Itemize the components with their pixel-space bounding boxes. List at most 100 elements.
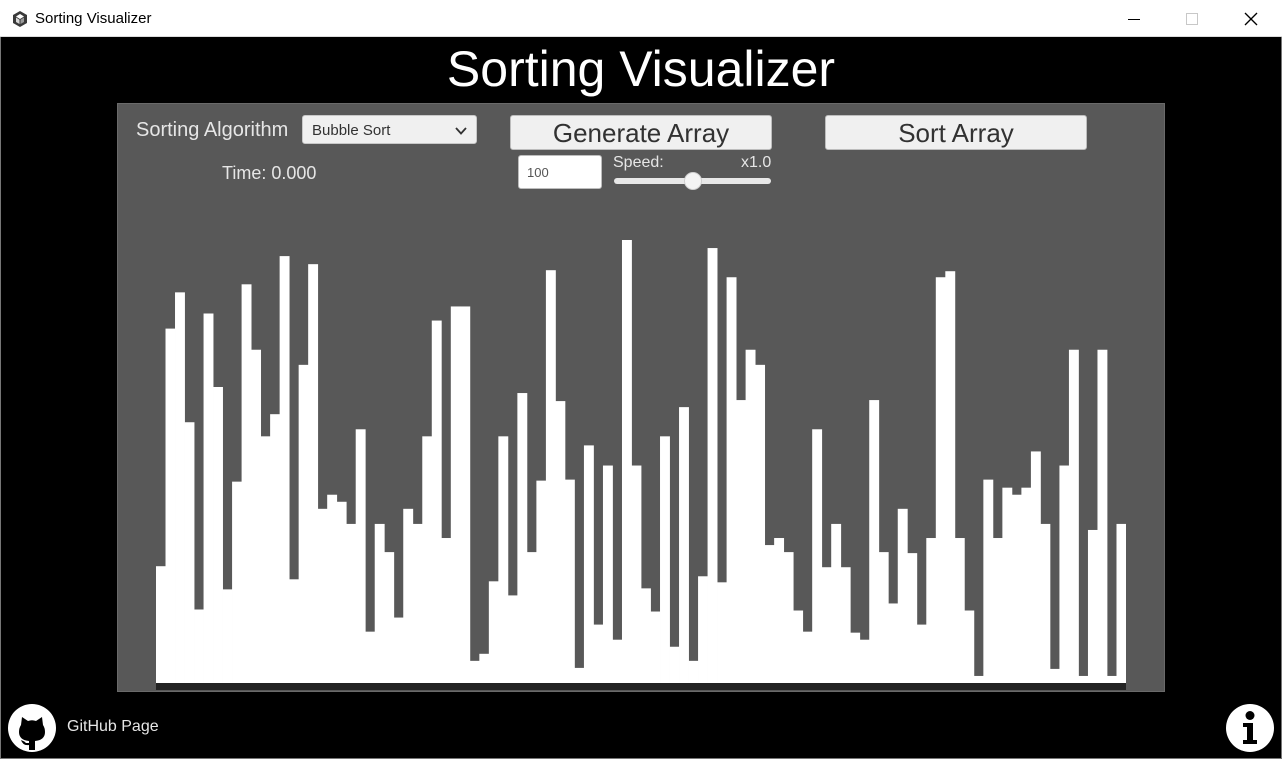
array-bar bbox=[736, 400, 747, 683]
algorithm-label: Sorting Algorithm bbox=[136, 119, 289, 141]
array-bar bbox=[897, 508, 908, 683]
array-bar bbox=[194, 609, 204, 683]
array-bar bbox=[679, 407, 689, 683]
array-bar bbox=[631, 465, 642, 683]
array-bar bbox=[1040, 523, 1051, 683]
minimize-button[interactable] bbox=[1105, 0, 1163, 37]
array-bar bbox=[840, 567, 851, 683]
array-bar bbox=[317, 508, 328, 683]
array-bar bbox=[793, 610, 804, 683]
array-bar bbox=[973, 675, 984, 683]
array-bar bbox=[1021, 487, 1032, 683]
array-bar bbox=[612, 639, 623, 683]
array-bar bbox=[517, 393, 528, 683]
array-bar bbox=[641, 588, 651, 683]
array-bar bbox=[327, 494, 338, 683]
unity-icon bbox=[13, 11, 27, 27]
array-bar bbox=[707, 248, 718, 684]
array-bar bbox=[745, 349, 756, 683]
array-bar bbox=[536, 480, 547, 683]
array-bar bbox=[1116, 523, 1126, 683]
array-bar bbox=[270, 414, 281, 683]
array-bar bbox=[175, 292, 185, 683]
array-bar bbox=[945, 271, 956, 683]
array-bar bbox=[1011, 494, 1022, 683]
array-bar bbox=[621, 240, 632, 683]
chevron-down-icon bbox=[455, 127, 467, 135]
array-bar bbox=[355, 429, 366, 683]
array-bar bbox=[1002, 487, 1013, 683]
array-bar bbox=[650, 611, 661, 683]
array-bar bbox=[1097, 349, 1108, 683]
info-icon[interactable] bbox=[1226, 704, 1274, 752]
array-bar bbox=[593, 624, 604, 683]
array-bar bbox=[374, 523, 385, 683]
array-bar bbox=[964, 610, 975, 683]
array-bar bbox=[460, 306, 471, 683]
array-bar bbox=[726, 277, 737, 683]
array-bar bbox=[251, 349, 262, 683]
array-bar bbox=[298, 364, 309, 683]
array-bar bbox=[583, 445, 594, 683]
array-bar bbox=[422, 436, 433, 683]
array-bar bbox=[412, 523, 423, 683]
time-label: Time: 0.000 bbox=[222, 163, 317, 183]
array-bar bbox=[821, 567, 832, 683]
array-bar bbox=[279, 256, 290, 683]
array-bar bbox=[450, 306, 461, 683]
array-bar bbox=[479, 653, 490, 683]
array-bar bbox=[1030, 451, 1041, 683]
minimize-icon bbox=[1128, 18, 1140, 20]
array-bar bbox=[555, 401, 566, 683]
array-bar bbox=[1106, 675, 1117, 683]
array-bar bbox=[203, 313, 214, 683]
array-bar bbox=[431, 320, 442, 683]
array-bar bbox=[831, 523, 842, 683]
github-page-link[interactable]: GitHub Page bbox=[67, 718, 159, 735]
array-bar bbox=[346, 523, 357, 683]
array-bar bbox=[403, 508, 414, 683]
array-bar bbox=[308, 264, 319, 683]
speed-slider-handle[interactable] bbox=[683, 172, 702, 190]
array-bar bbox=[232, 481, 242, 683]
array-bar bbox=[213, 387, 223, 683]
generate-array-button[interactable]: Generate Array bbox=[510, 115, 772, 150]
maximize-button[interactable] bbox=[1163, 0, 1221, 37]
array-bar bbox=[289, 579, 300, 683]
array-bar bbox=[1078, 675, 1089, 683]
array-bar bbox=[1049, 668, 1060, 683]
array-bar bbox=[526, 552, 537, 683]
array-bar bbox=[783, 552, 794, 683]
speed-multiplier: x1.0 bbox=[741, 154, 772, 171]
bars-baseline bbox=[156, 683, 1126, 690]
github-icon[interactable] bbox=[8, 704, 56, 752]
close-button[interactable] bbox=[1222, 0, 1280, 37]
array-size-input[interactable] bbox=[518, 155, 602, 189]
array-bar bbox=[916, 624, 927, 683]
array-bar bbox=[1059, 465, 1070, 683]
array-bar bbox=[184, 422, 195, 683]
array-bar bbox=[336, 501, 347, 683]
array-bar bbox=[755, 364, 766, 683]
algorithm-selected-value: Bubble Sort bbox=[312, 122, 391, 139]
array-bar bbox=[698, 576, 708, 683]
speed-label: Speed: bbox=[613, 154, 664, 171]
array-bar bbox=[564, 479, 575, 683]
array-bar bbox=[241, 284, 252, 683]
array-bar bbox=[365, 631, 376, 683]
sort-array-button[interactable]: Sort Array bbox=[825, 115, 1087, 150]
array-bar bbox=[1087, 529, 1098, 683]
array-bar bbox=[764, 545, 775, 683]
array-bar bbox=[774, 538, 785, 683]
array-bar bbox=[850, 632, 861, 683]
array-bar bbox=[888, 603, 899, 683]
algorithm-dropdown[interactable]: Bubble Sort bbox=[302, 115, 477, 144]
array-bar bbox=[660, 436, 670, 683]
array-bar bbox=[488, 581, 499, 683]
array-bar bbox=[859, 639, 870, 683]
array-bar bbox=[545, 270, 556, 683]
array-bar bbox=[469, 660, 480, 683]
app-title: Sorting Visualizer bbox=[446, 41, 836, 97]
array-bar bbox=[384, 552, 395, 683]
array-bar bbox=[222, 589, 233, 683]
